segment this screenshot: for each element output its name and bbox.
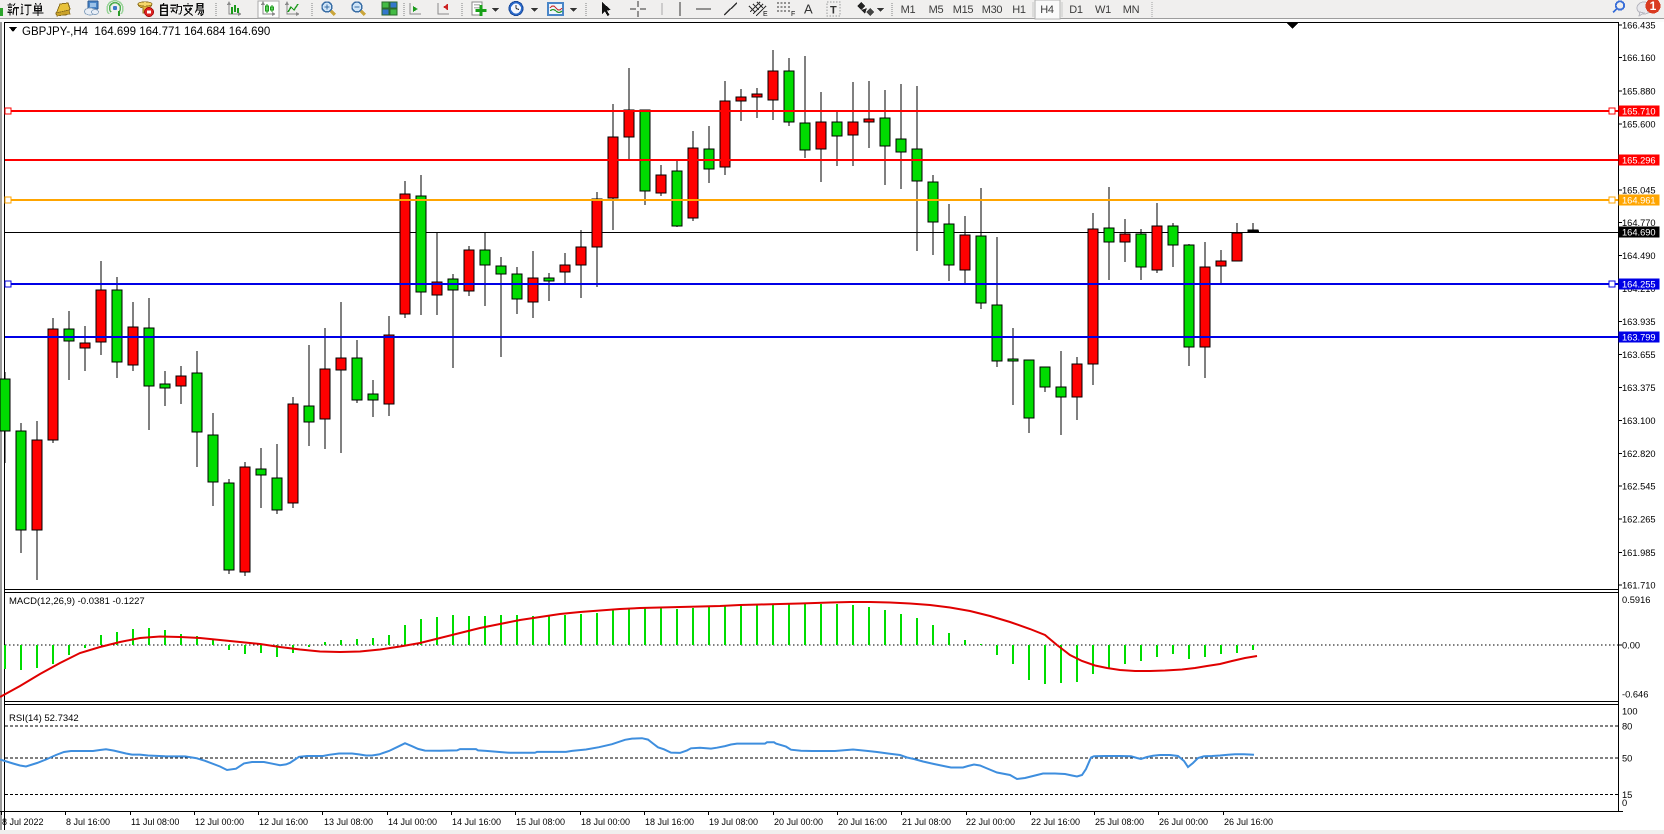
svg-text:MN: MN [1123,4,1140,16]
svg-text:A: A [804,2,813,17]
svg-text:166.160: 166.160 [1622,53,1656,63]
svg-text:F: F [791,11,795,18]
svg-text:M1: M1 [901,4,916,16]
svg-text:H1: H1 [1012,4,1026,16]
svg-text:M5: M5 [929,4,944,16]
svg-text:163.935: 163.935 [1622,317,1656,327]
svg-text:165.710: 165.710 [1622,107,1656,117]
svg-text:164.490: 164.490 [1622,251,1656,261]
svg-text:25 Jul 08:00: 25 Jul 08:00 [1095,817,1144,827]
svg-text:D1: D1 [1069,4,1083,16]
svg-text:12 Jul 00:00: 12 Jul 00:00 [195,817,244,827]
svg-text:165.296: 165.296 [1622,156,1656,166]
svg-text:11 Jul 08:00: 11 Jul 08:00 [131,817,179,827]
svg-text:0.5916: 0.5916 [1622,595,1650,605]
svg-text:0: 0 [1622,798,1627,808]
svg-text:166.435: 166.435 [1622,21,1656,31]
svg-text:8 Jul 2022: 8 Jul 2022 [2,817,44,827]
svg-text:8 Jul 16:00: 8 Jul 16:00 [66,817,110,827]
svg-text:14 Jul 00:00: 14 Jul 00:00 [388,817,437,827]
svg-text:80: 80 [1622,722,1632,732]
svg-text:T: T [830,5,837,17]
svg-text:26 Jul 00:00: 26 Jul 00:00 [1159,817,1208,827]
svg-text:164.961: 164.961 [1622,196,1656,206]
svg-text:13 Jul 08:00: 13 Jul 08:00 [324,817,373,827]
svg-text:14 Jul 16:00: 14 Jul 16:00 [452,817,501,827]
svg-text:161.710: 161.710 [1622,581,1656,591]
svg-text:165.600: 165.600 [1622,120,1656,130]
svg-text:GBPJPY-,H4 164.699 164.771 16: GBPJPY-,H4 164.699 164.771 164.684 164.6… [22,26,270,38]
svg-text:1: 1 [1650,0,1657,13]
svg-text:MACD(12,26,9) -0.0381 -0.1227: MACD(12,26,9) -0.0381 -0.1227 [9,596,145,607]
svg-text:164.770: 164.770 [1622,218,1656,228]
svg-text:163.799: 163.799 [1622,333,1656,343]
svg-text:163.375: 163.375 [1622,383,1656,393]
svg-text:163.100: 163.100 [1622,416,1656,426]
svg-text:18 Jul 00:00: 18 Jul 00:00 [581,817,630,827]
svg-text:164.255: 164.255 [1622,280,1656,290]
svg-text:E: E [763,11,768,18]
svg-text:165.880: 165.880 [1622,86,1656,96]
svg-text:18 Jul 16:00: 18 Jul 16:00 [645,817,694,827]
svg-text:20 Jul 16:00: 20 Jul 16:00 [838,817,887,827]
svg-text:RSI(14) 52.7342: RSI(14) 52.7342 [9,713,79,724]
svg-text:21 Jul 08:00: 21 Jul 08:00 [902,817,951,827]
svg-text:15: 15 [1622,790,1632,800]
svg-text:100: 100 [1622,707,1638,717]
svg-text:-0.646: -0.646 [1622,690,1648,700]
svg-text:162.820: 162.820 [1622,449,1656,459]
svg-text:162.265: 162.265 [1622,515,1656,525]
svg-text:19 Jul 08:00: 19 Jul 08:00 [709,817,758,827]
svg-text:50: 50 [1622,754,1632,764]
svg-text:162.545: 162.545 [1622,482,1656,492]
svg-text:22 Jul 16:00: 22 Jul 16:00 [1031,817,1080,827]
svg-text:M30: M30 [982,4,1003,16]
svg-text:22 Jul 00:00: 22 Jul 00:00 [966,817,1015,827]
svg-text:12 Jul 16:00: 12 Jul 16:00 [259,817,308,827]
svg-text:M15: M15 [953,4,974,16]
svg-text:26 Jul 16:00: 26 Jul 16:00 [1224,817,1273,827]
svg-text:164.690: 164.690 [1622,228,1656,238]
svg-text:161.985: 161.985 [1622,548,1656,558]
svg-text:W1: W1 [1095,4,1111,16]
svg-text:165.045: 165.045 [1622,185,1656,195]
svg-text:163.655: 163.655 [1622,350,1656,360]
svg-text:15 Jul 08:00: 15 Jul 08:00 [516,817,565,827]
svg-text:20 Jul 00:00: 20 Jul 00:00 [774,817,823,827]
svg-text:0.00: 0.00 [1622,641,1640,651]
svg-text:H4: H4 [1040,4,1054,16]
